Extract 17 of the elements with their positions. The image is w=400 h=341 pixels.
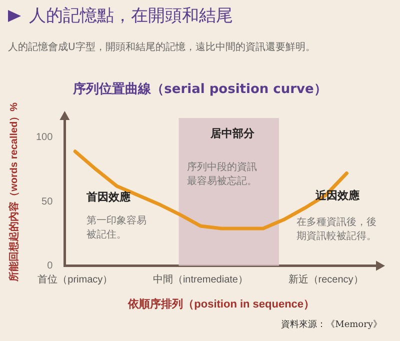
text: 序列位置曲線（serial position curve） bbox=[72, 80, 328, 98]
x-axis-title: 依順序排列（position in sequence） bbox=[127, 297, 315, 310]
source-note: 資料來源：《Memory》 bbox=[281, 318, 382, 331]
annotation: 居中部分 bbox=[210, 126, 256, 140]
y-axis-title: 所能回想起的內容（words recalled）% bbox=[8, 102, 20, 282]
chart-title: 人的記憶點，在開頭和結尾 bbox=[29, 5, 233, 27]
annotation: 序列中段的資訊最容易被忘記。 bbox=[186, 161, 257, 188]
y-tick-label: 100 bbox=[36, 132, 54, 144]
annotation: 首因效應 bbox=[86, 190, 132, 204]
y-tick-label: 50 bbox=[42, 196, 54, 208]
x-tick-label: 中間（intremediate） bbox=[152, 274, 248, 286]
y-tick-label: 0 bbox=[47, 260, 54, 272]
annotation: 在多種資訊後，後期資訊較被記得。 bbox=[296, 216, 377, 242]
annotation: 第一印象容易被記住。 bbox=[86, 214, 147, 240]
chart-subtitle: 人的記憶會成U字型，開頭和結尾的記憶，遠比中間的資訊還要鮮明。 bbox=[8, 40, 316, 54]
x-tick-label: 新近（recency） bbox=[288, 274, 364, 286]
x-tick-label: 首位（primacy） bbox=[38, 274, 113, 286]
